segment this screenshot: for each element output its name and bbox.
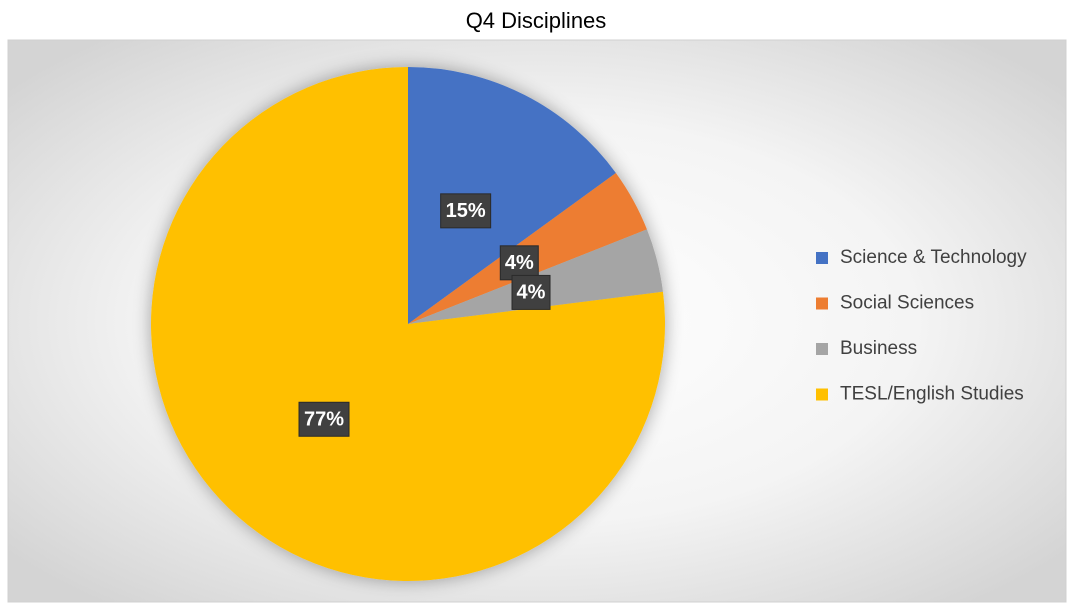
data-label-box xyxy=(511,274,551,310)
legend-label: Social Sciences xyxy=(840,293,974,314)
data-label-box xyxy=(440,193,492,229)
legend-swatch xyxy=(816,297,828,310)
data-label: 77% xyxy=(304,409,344,431)
legend-swatch xyxy=(816,388,828,401)
pie-slice xyxy=(150,67,665,581)
data-label: 4% xyxy=(505,252,534,274)
data-label-box xyxy=(298,401,350,437)
legend-label: Science & Technology xyxy=(840,247,1027,268)
pie xyxy=(150,67,665,581)
chart-title: Q4 Disciplines xyxy=(466,8,607,33)
data-label: 15% xyxy=(446,200,486,222)
legend-swatch xyxy=(816,343,828,355)
data-label: 4% xyxy=(517,282,546,304)
pie-slice xyxy=(408,67,616,324)
legend-swatch xyxy=(816,252,828,264)
legend-label: Business xyxy=(840,338,917,359)
legend-label: TESL/English Studies xyxy=(840,384,1024,405)
